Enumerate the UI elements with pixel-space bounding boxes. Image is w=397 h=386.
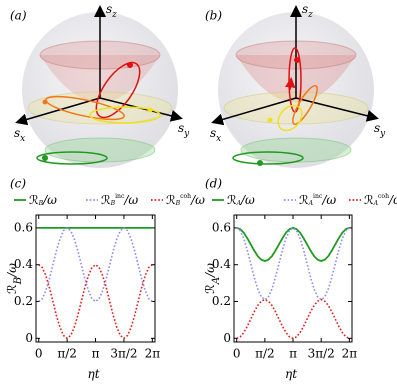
- label-part: /ω: [203, 263, 217, 278]
- y-tick-label: 0.6: [212, 220, 231, 234]
- x-tick-label: π/2: [255, 347, 275, 361]
- bloch-sphere-b: [211, 5, 379, 168]
- label-part: ℛ: [299, 193, 309, 207]
- label-part: s: [210, 126, 216, 140]
- label-part: x: [216, 134, 221, 144]
- label-part: A: [236, 200, 242, 207]
- label-part: z: [111, 10, 117, 20]
- x-tick-label: 0: [233, 347, 241, 361]
- y-tick-label: 0.4: [14, 257, 33, 271]
- series-line: [236, 298, 350, 340]
- label-part: A: [211, 277, 222, 285]
- label-part: B: [110, 200, 116, 207]
- label-part: ℛ: [101, 193, 111, 207]
- rich-label: sx: [210, 126, 221, 144]
- rich-label: sx: [14, 126, 25, 144]
- label-part: x: [20, 134, 25, 144]
- y-tick-label: 0.2: [212, 294, 231, 308]
- label-part: y: [379, 129, 386, 139]
- label-part: s: [374, 121, 380, 135]
- label-part: s: [178, 121, 184, 135]
- series-line: [38, 263, 153, 340]
- label-part: /ω: [190, 193, 205, 207]
- label-part: s: [106, 2, 112, 16]
- label-part: B: [175, 200, 181, 207]
- y-tick-label: 0.2: [14, 294, 33, 308]
- plot-frame: [233, 214, 353, 343]
- x-tick-label: 2π: [145, 347, 161, 361]
- label-part: B: [38, 200, 44, 207]
- rich-label: ℛB/ω: [5, 263, 24, 294]
- y-tick-label: 0: [25, 331, 33, 345]
- rich-label: sz: [106, 2, 117, 20]
- series-line: [236, 226, 350, 301]
- label-part: inc: [313, 193, 323, 200]
- rich-label: ℛBinc/ω: [101, 193, 138, 208]
- bloch-sphere-a: [15, 5, 183, 168]
- rich-label: sy: [374, 121, 386, 139]
- label-part: coh: [378, 193, 389, 200]
- label-part: ℛ: [29, 193, 39, 207]
- y-tick-label: 0.6: [14, 220, 33, 234]
- rich-label: ℛBcoh/ω: [166, 193, 205, 208]
- label-part: ℛ: [5, 284, 19, 294]
- label-part: s: [302, 2, 308, 16]
- label-part: ℛ: [364, 193, 374, 207]
- x-tick-label: 2π: [342, 347, 358, 361]
- series-line: [38, 226, 153, 303]
- label-part: inc: [115, 193, 125, 200]
- label-part: /ω: [5, 263, 19, 278]
- series-line: [236, 226, 350, 262]
- label-part: ℛ: [227, 193, 237, 207]
- panel-label: (d): [205, 177, 222, 191]
- label-part: /ω: [42, 193, 57, 207]
- x-tick-label: 3π/2: [110, 347, 137, 361]
- x-tick-label: 0: [35, 347, 43, 361]
- x-tick-label: 3π/2: [308, 347, 335, 361]
- label-part: z: [307, 10, 313, 20]
- label-part: ℛ: [166, 193, 176, 207]
- rich-label: ηt: [88, 367, 100, 381]
- rich-label: ℛB/ω: [29, 193, 57, 208]
- label-part: ℛ: [203, 284, 217, 294]
- plot-frame: [35, 214, 156, 343]
- x-tick-label: π: [289, 347, 297, 361]
- label-part: A: [308, 200, 314, 207]
- label-part: A: [373, 200, 379, 207]
- rich-label: ℛA/ω: [227, 193, 255, 208]
- x-tick-label: π/2: [57, 347, 77, 361]
- y-tick-label: 0.4: [212, 257, 231, 271]
- y-tick-label: 0: [223, 331, 231, 345]
- label-part: y: [183, 129, 190, 139]
- panel-label: (b): [205, 9, 222, 23]
- label-part: /ω: [388, 193, 397, 207]
- rich-label: sy: [178, 121, 190, 139]
- label-part: coh: [180, 193, 191, 200]
- label-part: B: [13, 276, 24, 285]
- x-tick-label: π: [92, 347, 100, 361]
- rich-label: ℛAcoh/ω: [364, 193, 397, 208]
- rich-label: ηt: [285, 367, 297, 381]
- rich-label: sz: [302, 2, 313, 20]
- rich-label: ℛA/ω: [203, 263, 222, 294]
- panel-label: (a): [10, 9, 27, 23]
- label-part: /ω: [123, 193, 138, 207]
- label-part: s: [14, 126, 20, 140]
- label-part: /ω: [321, 193, 336, 207]
- label-part: ηt: [88, 367, 100, 381]
- label-part: ηt: [285, 367, 297, 381]
- label-part: /ω: [240, 193, 255, 207]
- panel-label: (c): [10, 177, 26, 191]
- rich-label: ℛAinc/ω: [299, 193, 336, 208]
